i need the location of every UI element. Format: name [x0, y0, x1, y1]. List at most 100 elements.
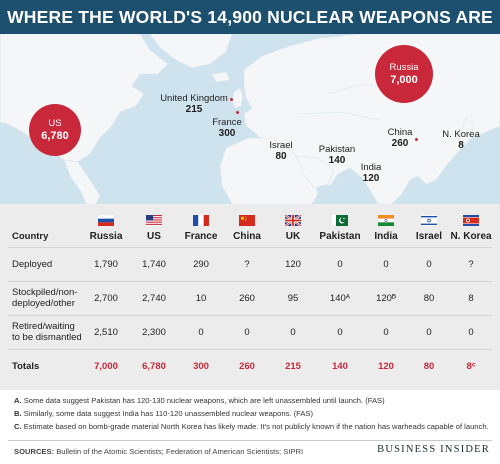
column-header-label: Pakistan — [319, 230, 361, 242]
china-label: China 260 — [384, 127, 416, 149]
footnote-b: B. Similarly, some data suggest India ha… — [14, 407, 490, 420]
column-header-pakistan: Pakistan — [316, 210, 364, 247]
table-cell: 140ᴬ — [316, 280, 364, 315]
column-header-france: France — [178, 210, 224, 247]
table-cell: 1,790 — [82, 246, 130, 281]
table-cell: 2,700 — [82, 280, 130, 315]
france-label-name: France — [212, 117, 242, 128]
column-header-us: US — [130, 210, 178, 247]
page-title: WHERE THE WORLD'S 14,900 NUCLEAR WEAPONS… — [0, 0, 500, 34]
france-label: France 300 — [210, 117, 244, 139]
uk-label-name: United Kingdom — [160, 93, 228, 104]
world-map: US 6,780 Russia 7,000 United Kingdom 215… — [0, 34, 500, 204]
column-header-russia: Russia — [82, 210, 130, 247]
row-label: Stockpiled/non-deployed/other — [8, 280, 82, 315]
table-cell: 0 — [408, 314, 450, 349]
china-marker — [415, 138, 418, 141]
uk-label: United Kingdom 215 — [158, 93, 230, 115]
column-header-china: China — [224, 210, 270, 247]
footnote-text: Estimate based on bomb-grade material No… — [23, 422, 489, 431]
uk-marker — [230, 98, 233, 101]
pakistan-label: Pakistan 140 — [314, 144, 360, 166]
table-cell: 0 — [178, 314, 224, 349]
table-cell: 290 — [178, 246, 224, 281]
weapons-table-panel: Country Russia — [0, 204, 500, 390]
russia-bubble-name: Russia — [389, 62, 419, 73]
pakistan-label-name: Pakistan — [318, 144, 356, 155]
column-header-north-korea: N. Korea — [450, 210, 492, 247]
table-cell: 2,300 — [130, 314, 178, 349]
footnote-key: A. — [14, 396, 22, 405]
column-header-israel: Israel — [408, 210, 450, 247]
table-cell: 0 — [316, 314, 364, 349]
table-row-totals: Totals 7,000 6,780 300 260 215 140 120 8… — [8, 348, 492, 383]
us-bubble-value: 6,780 — [41, 130, 69, 142]
table-cell: 10 — [178, 280, 224, 315]
row-label: Totals — [8, 348, 82, 383]
israel-label-value: 80 — [275, 151, 287, 162]
row-label: Deployed — [8, 246, 82, 281]
total-cell: 300 — [178, 348, 224, 383]
table-cell: 2,740 — [130, 280, 178, 315]
footnote-a: A. Some data suggest Pakistan has 120-13… — [14, 394, 490, 407]
column-header-label: Russia — [89, 230, 123, 242]
total-cell: 7,000 — [82, 348, 130, 383]
table-cell: 0 — [316, 246, 364, 281]
column-header-country: Country — [12, 230, 49, 242]
sources-line: SOURCES: Bulletin of the Atomic Scientis… — [14, 447, 303, 456]
table-cell: 80 — [408, 280, 450, 315]
india-label-value: 120 — [362, 173, 380, 184]
footnotes: A. Some data suggest Pakistan has 120-13… — [14, 394, 490, 433]
column-header-india: India — [364, 210, 408, 247]
column-header-label: UK — [285, 230, 301, 242]
table-cell: ? — [224, 246, 270, 281]
table-cell: 260 — [224, 280, 270, 315]
israel-label: Israel 80 — [264, 140, 298, 162]
world-map-land — [0, 34, 500, 204]
north-korea-label-name: N. Korea — [442, 129, 480, 140]
france-marker — [236, 111, 239, 114]
column-header-uk: UK — [270, 210, 316, 247]
column-header-label: N. Korea — [450, 230, 492, 242]
weapons-table: Country Russia — [8, 210, 492, 383]
footnote-key: B. — [14, 409, 22, 418]
table-cell: 0 — [364, 246, 408, 281]
table-cell: 95 — [270, 280, 316, 315]
us-bubble: US 6,780 — [29, 104, 81, 156]
total-cell: 260 — [224, 348, 270, 383]
china-label-name: China — [387, 127, 413, 138]
table-cell: ? — [450, 246, 492, 281]
column-header-label: India — [374, 230, 398, 242]
total-cell: 215 — [270, 348, 316, 383]
table-cell: 0 — [224, 314, 270, 349]
table-cell: 1,740 — [130, 246, 178, 281]
footnote-text: Some data suggest Pakistan has 120-130 n… — [23, 396, 385, 405]
footnote-text: Similarly, some data suggest India has 1… — [23, 409, 313, 418]
north-korea-flag-icon — [463, 214, 479, 226]
table-cell: 2,510 — [82, 314, 130, 349]
footer-divider — [8, 440, 492, 441]
row-label: Retired/waiting to be dismantled — [8, 314, 82, 349]
sources-text: Bulletin of the Atomic Scientists; Feder… — [56, 447, 304, 456]
pakistan-flag-icon — [332, 214, 348, 226]
uk-flag-icon — [285, 214, 301, 226]
table-cell: 120ᴮ — [364, 280, 408, 315]
china-label-value: 260 — [391, 138, 409, 149]
russia-bubble: Russia 7,000 — [375, 45, 433, 103]
us-bubble-name: US — [48, 118, 62, 129]
china-flag-icon — [239, 214, 255, 226]
footnote-key: C. — [14, 422, 22, 431]
russia-bubble-value: 7,000 — [390, 74, 418, 86]
table-row-stockpiled: Stockpiled/non-deployed/other 2,700 2,74… — [8, 280, 492, 315]
uk-label-value: 215 — [185, 104, 203, 115]
column-header-label: US — [147, 230, 161, 242]
india-label: India 120 — [356, 162, 386, 184]
north-korea-label-value: 8 — [458, 140, 464, 151]
total-cell: 6,780 — [130, 348, 178, 383]
pakistan-label-value: 140 — [328, 155, 346, 166]
table-cell: 8 — [450, 280, 492, 315]
north-korea-label: N. Korea 8 — [440, 129, 482, 151]
total-cell: 140 — [316, 348, 364, 383]
israel-flag-icon — [421, 214, 437, 226]
total-cell: 8ᶜ — [450, 348, 492, 383]
